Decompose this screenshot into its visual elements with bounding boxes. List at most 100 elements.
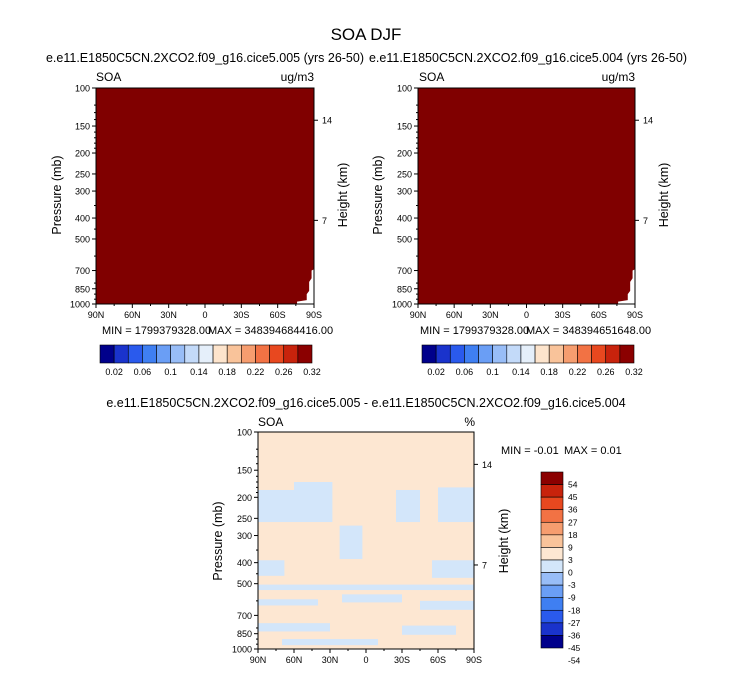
x-tick-label: 30N bbox=[482, 310, 499, 320]
diff-region bbox=[258, 599, 318, 606]
colorbar-label: -9 bbox=[568, 593, 576, 603]
x-tick-label: 30N bbox=[160, 310, 177, 320]
colorbar-box bbox=[156, 344, 171, 364]
y2-tick-label: 14 bbox=[643, 116, 653, 126]
y-tick-label: 100 bbox=[75, 84, 90, 94]
panel-3-colorbar: 54 45 36 27 18 9 3 0 -3 -9 -18 -27 -36 -45 -54 bbox=[540, 471, 581, 666]
colorbar-box bbox=[464, 344, 479, 364]
colorbar-box bbox=[540, 521, 564, 536]
colorbar-box bbox=[540, 559, 564, 573]
colorbar-label: 0.1 bbox=[164, 367, 177, 377]
y-tick-label: 1000 bbox=[392, 300, 412, 310]
x-tick-label: 60S bbox=[270, 310, 286, 320]
diff-region bbox=[402, 625, 456, 635]
panel-1-min-label: MIN = 1799379328.00 bbox=[102, 325, 211, 337]
colorbar-box bbox=[297, 344, 313, 364]
colorbar-box bbox=[184, 344, 200, 364]
colorbar-label: 0.02 bbox=[427, 367, 445, 377]
diff-region bbox=[282, 639, 378, 646]
colorbar-box bbox=[540, 534, 564, 548]
colorbar-label: 0.18 bbox=[540, 367, 558, 377]
colorbar-box bbox=[241, 344, 256, 364]
colorbar-label: 0.06 bbox=[456, 367, 474, 377]
y2-tick-label: 7 bbox=[643, 216, 648, 226]
colorbar-box bbox=[170, 344, 186, 364]
colorbar-box bbox=[449, 344, 465, 364]
colorbar-box bbox=[113, 344, 129, 364]
x-tick-label: 30S bbox=[555, 310, 571, 320]
topography-mask bbox=[618, 269, 635, 304]
diff-region bbox=[258, 584, 474, 591]
colorbar-box bbox=[577, 344, 592, 364]
panel-3-subtitle: e.e11.E1850C5CN.2XCO2.f09_g16.cice5.005 … bbox=[106, 396, 625, 410]
diff-region bbox=[258, 489, 294, 523]
diff-region bbox=[438, 487, 474, 523]
y-tick-label: 250 bbox=[397, 169, 412, 179]
colorbar-label: -27 bbox=[568, 618, 581, 628]
colorbar-label: -36 bbox=[568, 630, 581, 640]
y-tick-label: 100 bbox=[397, 84, 412, 94]
x-tick-label: 30S bbox=[233, 310, 249, 320]
colorbar-box bbox=[605, 344, 621, 364]
x-tick-label: 60N bbox=[124, 310, 141, 320]
diff-region bbox=[339, 525, 363, 560]
y2-tick-label: 14 bbox=[322, 116, 332, 126]
colorbar-label: 0.26 bbox=[597, 367, 615, 377]
colorbar-box bbox=[540, 597, 564, 611]
colorbar-label: 0.14 bbox=[190, 367, 208, 377]
panel-1-ylabel: Pressure (mb) bbox=[50, 155, 64, 234]
colorbar-box bbox=[198, 344, 214, 364]
colorbar-box bbox=[540, 496, 564, 511]
y-tick-label: 150 bbox=[75, 122, 90, 132]
x-tick-label: 60N bbox=[286, 655, 303, 665]
colorbar-label: 0.32 bbox=[625, 367, 643, 377]
y-tick-label: 700 bbox=[75, 266, 90, 276]
x-tick-label: 90N bbox=[250, 655, 267, 665]
panel-3-units: % bbox=[464, 415, 475, 429]
panel-2-y2label: Height (km) bbox=[657, 163, 671, 228]
panel-3-field-label: SOA bbox=[258, 415, 283, 429]
topography-mask bbox=[297, 269, 314, 304]
diff-region bbox=[258, 560, 285, 576]
x-tick-label: 90N bbox=[410, 310, 427, 320]
y-tick-label: 500 bbox=[75, 234, 90, 244]
panel-1-subtitle: e.e11.E1850C5CN.2XCO2.f09_g16.cice5.005 … bbox=[46, 51, 364, 65]
colorbar-box bbox=[520, 344, 536, 364]
colorbar-box bbox=[540, 547, 564, 561]
colorbar-box bbox=[269, 344, 285, 364]
colorbar-label: 0.06 bbox=[134, 367, 152, 377]
colorbar-label: 0.1 bbox=[486, 367, 499, 377]
panel-1-y2label: Height (km) bbox=[336, 163, 350, 228]
colorbar-label: 27 bbox=[568, 517, 578, 527]
colorbar-box bbox=[540, 609, 564, 624]
panel-3-ylabel: Pressure (mb) bbox=[211, 501, 225, 580]
diff-region bbox=[432, 560, 474, 578]
panel-1-units: ug/m3 bbox=[281, 70, 315, 84]
figure-title: SOA DJF bbox=[331, 25, 402, 44]
y-tick-label: 200 bbox=[237, 493, 252, 503]
panel-3: e.e11.E1850C5CN.2XCO2.f09_g16.cice5.005 … bbox=[106, 396, 625, 666]
y-tick-label: 300 bbox=[75, 187, 90, 197]
panel-3-y2label: Height (km) bbox=[497, 509, 511, 574]
colorbar-box bbox=[540, 572, 564, 586]
y-tick-label: 850 bbox=[397, 284, 412, 294]
y-tick-label: 1000 bbox=[70, 300, 90, 310]
colorbar-label: 0 bbox=[568, 568, 573, 578]
y-tick-label: 150 bbox=[397, 122, 412, 132]
colorbar-label: -18 bbox=[568, 605, 581, 615]
colorbar-box bbox=[255, 344, 270, 364]
colorbar-box bbox=[99, 344, 115, 364]
x-tick-label: 90S bbox=[306, 310, 322, 320]
colorbar-box bbox=[563, 344, 578, 364]
field-fill bbox=[258, 432, 474, 649]
field-fill bbox=[418, 88, 635, 304]
y2-tick-label: 7 bbox=[322, 216, 327, 226]
colorbar-box bbox=[226, 344, 242, 364]
colorbar-label: 54 bbox=[568, 480, 578, 490]
panel-2: e.e11.E1850C5CN.2XCO2.f09_g16.cice5.004 … bbox=[369, 51, 687, 377]
x-tick-label: 30S bbox=[394, 655, 410, 665]
colorbar-label: -54 bbox=[568, 656, 581, 666]
